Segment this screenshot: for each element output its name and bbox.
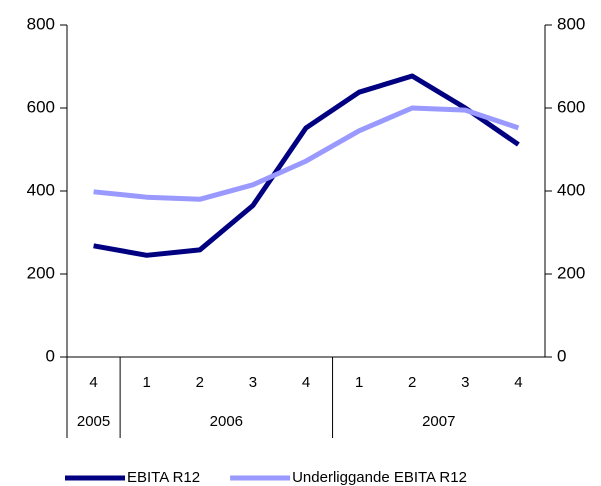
y2-tick-label: 400 <box>557 180 585 199</box>
legend-label: Underliggande EBITA R12 <box>292 469 467 486</box>
y-tick-label: 0 <box>46 346 55 365</box>
y-tick-label: 800 <box>27 14 55 33</box>
group-label: 2006 <box>210 413 243 430</box>
y2-tick-label: 800 <box>557 14 585 33</box>
y2-tick-label: 0 <box>557 346 566 365</box>
group-label: 2005 <box>77 413 110 430</box>
x-tick-label: 4 <box>89 374 97 391</box>
x-tick-label: 2 <box>196 374 204 391</box>
legend-label: EBITA R12 <box>127 469 200 486</box>
x-tick-label: 4 <box>514 374 522 391</box>
x-tick-label: 3 <box>461 374 469 391</box>
series-line <box>93 105 520 202</box>
y-tick-label: 400 <box>27 180 55 199</box>
y-tick-label: 600 <box>27 97 55 116</box>
x-tick-label: 1 <box>142 374 150 391</box>
series-line <box>93 73 520 258</box>
x-tick-label: 1 <box>355 374 363 391</box>
x-tick-label: 4 <box>302 374 310 391</box>
x-tick-label: 3 <box>249 374 257 391</box>
y2-tick-label: 200 <box>557 263 585 282</box>
x-tick-label: 2 <box>408 374 416 391</box>
y-tick-label: 200 <box>27 263 55 282</box>
group-label: 2007 <box>422 413 455 430</box>
y2-tick-label: 600 <box>557 97 585 116</box>
